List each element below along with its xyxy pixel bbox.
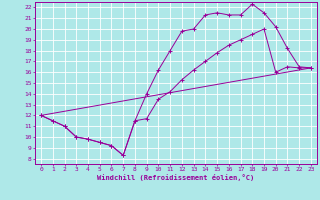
X-axis label: Windchill (Refroidissement éolien,°C): Windchill (Refroidissement éolien,°C) — [97, 174, 255, 181]
